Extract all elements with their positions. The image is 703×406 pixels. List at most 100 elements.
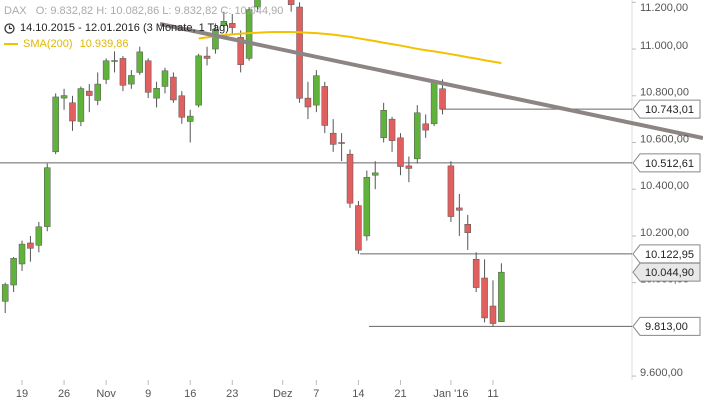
candle-body <box>346 153 354 204</box>
trend-line <box>159 22 703 140</box>
candle-body <box>195 55 202 106</box>
candle-body <box>489 305 497 324</box>
candle-body <box>35 226 43 246</box>
candle-body <box>439 88 446 110</box>
x-tick-label: 9 <box>145 388 151 400</box>
candle-body <box>397 137 404 167</box>
candle-body <box>94 83 101 101</box>
x-tick-label: Nov <box>96 388 116 400</box>
candle-body <box>128 75 135 85</box>
price-level-box <box>632 262 701 282</box>
candle-body <box>212 28 219 50</box>
price-level-box <box>632 244 701 264</box>
candle-body <box>481 277 488 319</box>
x-tick-label: Dez <box>273 388 293 400</box>
y-tick-label: 10.200,00 <box>640 227 689 239</box>
candle-body <box>119 58 127 86</box>
x-tick-label: 26 <box>58 388 70 400</box>
candle-body <box>86 90 93 96</box>
candle-body <box>447 165 455 217</box>
candle-body <box>52 96 59 153</box>
x-tick-label: 23 <box>226 388 238 400</box>
price-level-label: 10.512,61 <box>645 158 694 170</box>
candle-body <box>18 243 26 265</box>
candles <box>1 0 505 327</box>
x-tick-label: 21 <box>394 388 406 400</box>
candle-body <box>10 258 17 286</box>
axes: 9.600,0010.000,0010.200,0010.400,0010.60… <box>16 1 701 400</box>
candle-body <box>414 112 421 160</box>
candle-body <box>161 70 169 87</box>
x-tick-label: Jan '16 <box>433 388 468 400</box>
candle-body <box>304 97 312 108</box>
candle-body <box>363 177 371 237</box>
candle-body <box>178 95 186 118</box>
header-range-row: 14.10.2015 - 12.01.2016 (3 Monate, 1 Tag… <box>4 22 229 34</box>
candle-body <box>170 76 177 101</box>
y-tick-label: 11.200,00 <box>640 2 688 14</box>
candle-body <box>186 115 194 122</box>
symbol: DAX <box>4 5 27 17</box>
candle-body <box>69 102 76 122</box>
candle-body <box>153 88 160 99</box>
candle-body <box>144 60 152 93</box>
candle-body <box>102 60 110 80</box>
x-tick-label: 16 <box>184 388 196 400</box>
candle-body <box>111 60 118 62</box>
candle-body <box>355 205 362 251</box>
sma-value: 10.939,86 <box>79 38 129 50</box>
candle-body <box>464 224 471 233</box>
date-range: 14.10.2015 - 12.01.2016 (3 Monate, 1 Tag… <box>20 22 229 34</box>
candle-body <box>77 88 85 122</box>
price-levels <box>0 108 632 327</box>
candle-body <box>237 37 244 65</box>
candle-body <box>321 86 329 126</box>
candle-body <box>203 55 211 59</box>
candle-body <box>380 110 387 139</box>
price-level-label: 10.743,01 <box>645 104 694 116</box>
header-symbol-row: DAX O: 9.832,82 H: 10.082,86 L: 9.832,82… <box>4 5 283 17</box>
y-tick-label: 9.600,00 <box>640 367 683 379</box>
candle-body <box>27 242 34 249</box>
candle-body <box>313 75 320 106</box>
price-level-label: 10.122,95 <box>645 249 694 261</box>
y-tick-label: 10.600,00 <box>640 133 689 145</box>
candle-body <box>136 51 144 73</box>
clock-icon <box>4 22 15 34</box>
candle-body <box>405 165 413 169</box>
candle-body <box>338 142 345 144</box>
price-level-label: 10.044,90 <box>645 267 694 279</box>
ohlc: O: 9.832,82 H: 10.082,86 L: 9.832,82 C: … <box>35 5 284 17</box>
candle-body <box>456 207 463 211</box>
x-tick-label: 7 <box>313 388 319 400</box>
candle-body <box>498 271 505 322</box>
y-tick-label: 10.400,00 <box>640 180 689 192</box>
y-tick-label: 10.800,00 <box>640 87 689 99</box>
candle-body <box>287 0 295 5</box>
candle-body <box>229 23 236 28</box>
price-level-box <box>632 316 701 336</box>
price-level-label: 9.813,00 <box>645 321 688 333</box>
candle-body <box>430 81 438 125</box>
candle-body <box>422 123 429 131</box>
x-tick-label: 14 <box>352 388 364 400</box>
candle-body <box>329 132 337 145</box>
sma-swatch <box>4 43 18 46</box>
candle-body <box>371 172 379 176</box>
sma-line <box>198 31 502 65</box>
sma-name: SMA(200) <box>23 38 73 50</box>
price-level-box <box>632 99 701 119</box>
candle-body <box>60 95 68 99</box>
candle-body <box>1 284 9 302</box>
x-tick-label: 19 <box>16 388 28 400</box>
candle-body <box>44 167 51 227</box>
candle-body <box>388 118 396 141</box>
candle-body <box>472 259 480 288</box>
candle-body <box>254 0 261 8</box>
y-tick-label: 11.000,00 <box>640 40 688 52</box>
header-sma-row: SMA(200) 10.939,86 <box>4 38 129 50</box>
x-tick-label: 11 <box>487 388 498 400</box>
price-level-box <box>632 153 701 173</box>
